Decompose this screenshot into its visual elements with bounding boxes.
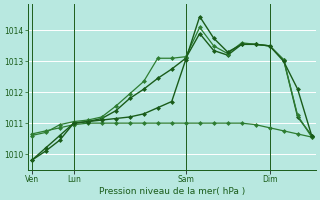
X-axis label: Pression niveau de la mer( hPa ): Pression niveau de la mer( hPa ) <box>99 187 245 196</box>
